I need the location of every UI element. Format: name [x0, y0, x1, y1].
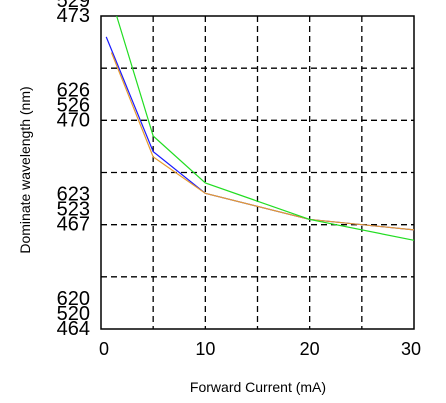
- grid: [101, 16, 414, 329]
- y-tick-label: 464: [57, 318, 90, 340]
- plot-frame: [100, 15, 415, 330]
- series-layer: [105, 15, 415, 241]
- x-axis-title: Forward Current (mA): [190, 379, 326, 395]
- series-line-3: [116, 15, 415, 241]
- x-tick-labels: 0 10 20 30: [99, 339, 421, 359]
- y-tick-label: 620: [57, 288, 90, 310]
- y-tick-label: 470: [57, 109, 90, 131]
- y-tick-label: 520: [57, 303, 90, 325]
- y-tick-label: 626: [57, 79, 90, 101]
- y-tick-label: 467: [57, 214, 90, 236]
- x-tick-label: 30: [401, 339, 421, 359]
- y-axis-title: Dominate wavelength (nm): [17, 86, 33, 253]
- x-tick-label: 0: [99, 339, 109, 359]
- y-tick-label: 623: [57, 184, 90, 206]
- y-tick-labels: 620520464623523467626526470629529473: [57, 0, 90, 340]
- y-tick-label: 526: [57, 94, 90, 116]
- x-tick-label: 20: [300, 339, 320, 359]
- x-tick-label: 10: [195, 339, 215, 359]
- y-tick-label: 473: [57, 5, 90, 27]
- y-tick-label: 523: [57, 199, 90, 221]
- y-tick-label: 529: [57, 0, 90, 12]
- series-line-2: [110, 52, 415, 231]
